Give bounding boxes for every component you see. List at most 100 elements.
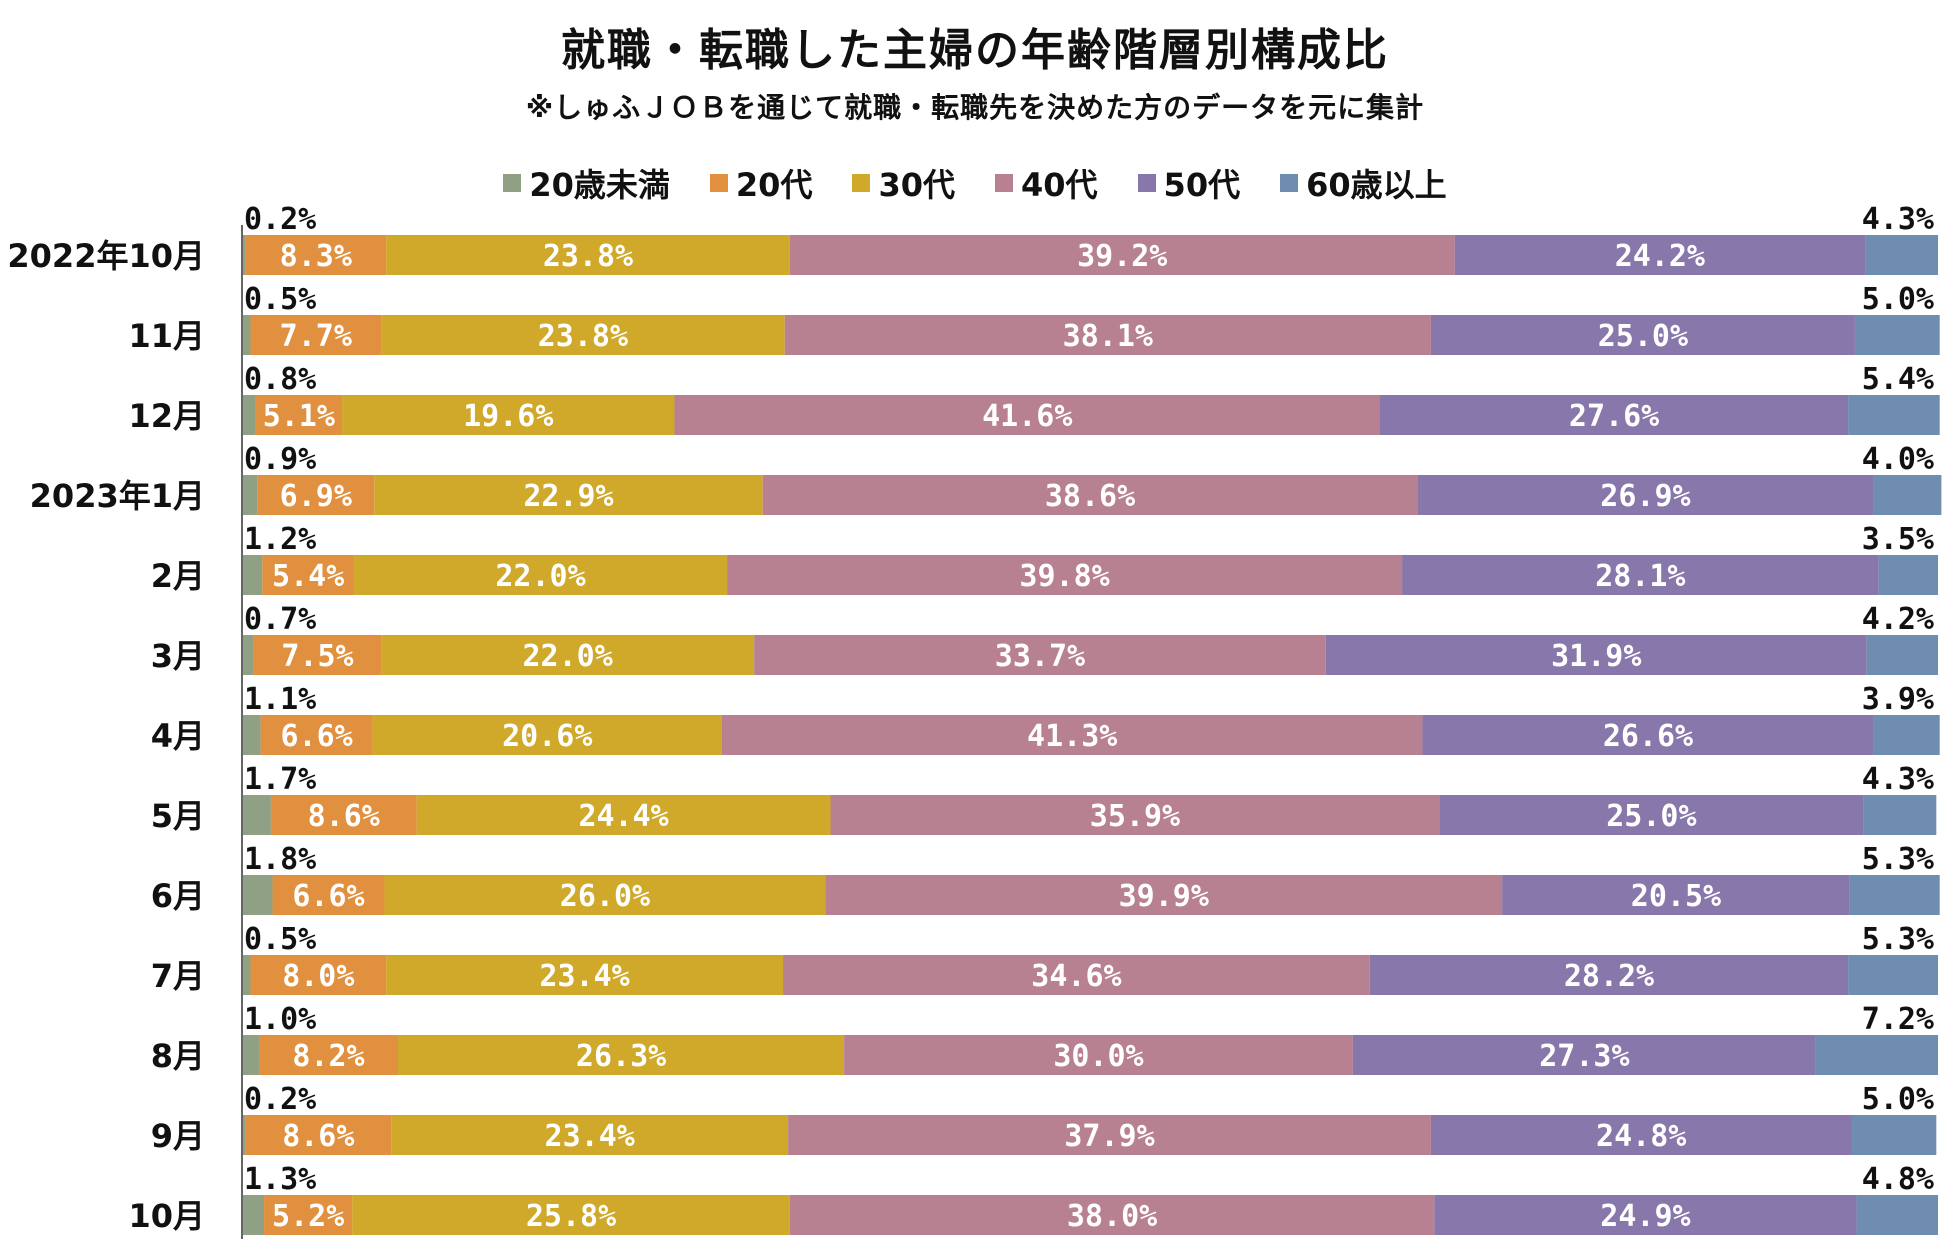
bar-segment-under20 — [242, 555, 263, 595]
data-label-50s: 25.0% — [1606, 799, 1696, 834]
data-label-30s: 26.0% — [560, 879, 650, 914]
data-label-under20: 0.7% — [244, 602, 316, 637]
data-label-40s: 38.1% — [1063, 319, 1153, 354]
bar-segment-20s — [262, 555, 354, 595]
bar-segment-under20 — [242, 635, 254, 675]
data-label-under20: 0.5% — [244, 282, 316, 317]
bar-segment-40s — [754, 635, 1326, 675]
legend-item-40s: 40代 — [995, 160, 1098, 206]
data-label-30s: 24.4% — [578, 799, 668, 834]
category-label: 2023年1月 — [30, 477, 205, 515]
legend-swatch-40s — [995, 174, 1013, 192]
data-label-40s: 41.6% — [982, 399, 1072, 434]
data-label-40s: 30.0% — [1053, 1039, 1143, 1074]
data-label-under20: 1.7% — [244, 762, 316, 797]
bar-segment-20s — [258, 1035, 399, 1075]
legend-label-50s: 50代 — [1163, 166, 1241, 204]
legend-swatch-60plus — [1280, 174, 1299, 192]
bar-segment-30s — [391, 1115, 789, 1155]
legend-item-50s: 50代 — [1137, 160, 1241, 206]
bar-segment-30s — [386, 955, 784, 995]
data-label-60plus: 4.0% — [1862, 442, 1934, 477]
bar-segment-20s — [257, 475, 375, 515]
bar-segment-60plus — [1873, 475, 1942, 515]
bar-segment-40s — [783, 955, 1370, 995]
bar-segment-30s — [386, 235, 790, 275]
category-label: 3月 — [151, 637, 205, 675]
data-label-30s: 22.0% — [522, 639, 612, 674]
bar-segment-under20 — [242, 875, 273, 915]
category-label: 6月 — [151, 877, 205, 915]
legend-item-under20: 20歳未満 — [503, 160, 670, 206]
bar-segment-under20 — [242, 395, 256, 435]
bar-segment-60plus — [1863, 795, 1937, 835]
bar-segment-30s — [398, 1035, 845, 1075]
data-label-40s: 37.9% — [1064, 1119, 1154, 1154]
data-label-60plus: 5.3% — [1862, 842, 1934, 877]
bar-segment-under20 — [242, 315, 251, 355]
bar-segment-20s — [253, 635, 382, 675]
data-label-30s: 22.9% — [523, 479, 613, 514]
bar-segment-60plus — [1866, 635, 1938, 675]
bar-segment-50s — [1380, 395, 1849, 435]
bar-segment-40s — [674, 395, 1381, 435]
data-label-20s: 7.5% — [281, 639, 353, 674]
legend: 20歳未満 20代 30代 40代 50代 60歳以上 — [0, 160, 1950, 206]
category-label: 4月 — [151, 717, 205, 755]
category-label: 10月 — [128, 1197, 205, 1235]
data-label-20s: 8.2% — [292, 1039, 364, 1074]
data-label-30s: 20.6% — [502, 719, 592, 754]
data-label-50s: 28.1% — [1595, 559, 1685, 594]
data-label-60plus: 4.3% — [1862, 202, 1934, 237]
data-label-under20: 1.3% — [244, 1162, 316, 1197]
bar-segment-50s — [1417, 475, 1874, 515]
bar-segment-60plus — [1849, 875, 1940, 915]
data-label-40s: 34.6% — [1031, 959, 1121, 994]
legend-swatch-20s — [709, 174, 728, 192]
bar-segment-20s — [255, 395, 343, 435]
data-label-40s: 38.6% — [1045, 479, 1135, 514]
legend-label-under20: 20歳未満 — [529, 166, 670, 204]
bar-segment-under20 — [242, 1195, 265, 1235]
data-label-40s: 41.3% — [1027, 719, 1117, 754]
data-label-under20: 1.1% — [244, 682, 316, 717]
category-label: 7月 — [151, 957, 205, 995]
category-label: 2月 — [151, 557, 205, 595]
legend-label-30s: 30代 — [878, 166, 955, 204]
bar-segment-20s — [260, 715, 373, 755]
legend-item-60plus: 60歳以上 — [1280, 160, 1447, 206]
data-label-20s: 6.6% — [292, 879, 364, 914]
data-label-30s: 19.6% — [463, 399, 553, 434]
data-label-40s: 35.9% — [1090, 799, 1180, 834]
category-label: 9月 — [151, 1117, 205, 1155]
data-label-20s: 5.4% — [272, 559, 344, 594]
bar-segment-30s — [374, 475, 763, 515]
bar-segment-60plus — [1851, 1115, 1937, 1155]
data-label-30s: 23.4% — [545, 1119, 635, 1154]
category-label: 12月 — [128, 397, 205, 435]
data-label-60plus: 4.2% — [1862, 602, 1934, 637]
data-label-30s: 25.8% — [526, 1199, 616, 1234]
bar-segment-60plus — [1865, 235, 1938, 275]
data-label-50s: 20.5% — [1631, 879, 1721, 914]
data-label-50s: 27.3% — [1539, 1039, 1629, 1074]
data-label-50s: 26.6% — [1603, 719, 1693, 754]
data-label-50s: 31.9% — [1551, 639, 1641, 674]
data-label-40s: 39.9% — [1119, 879, 1209, 914]
data-label-50s: 27.6% — [1569, 399, 1659, 434]
bar-segment-30s — [342, 395, 675, 435]
bar-segment-30s — [416, 795, 831, 835]
legend-label-20s: 20代 — [735, 166, 813, 204]
bar-segment-under20 — [242, 235, 246, 275]
data-label-20s: 6.6% — [280, 719, 352, 754]
data-label-60plus: 4.8% — [1862, 1162, 1934, 1197]
data-label-60plus: 7.2% — [1862, 1002, 1934, 1037]
bar-segment-60plus — [1873, 715, 1940, 755]
data-label-20s: 7.7% — [280, 319, 352, 354]
bar-segment-50s — [1430, 1115, 1852, 1155]
bar-segment-50s — [1502, 875, 1850, 915]
bar-segment-50s — [1352, 1035, 1816, 1075]
bar-segment-under20 — [242, 715, 261, 755]
data-label-50s: 28.2% — [1564, 959, 1654, 994]
bar-segment-40s — [830, 795, 1440, 835]
